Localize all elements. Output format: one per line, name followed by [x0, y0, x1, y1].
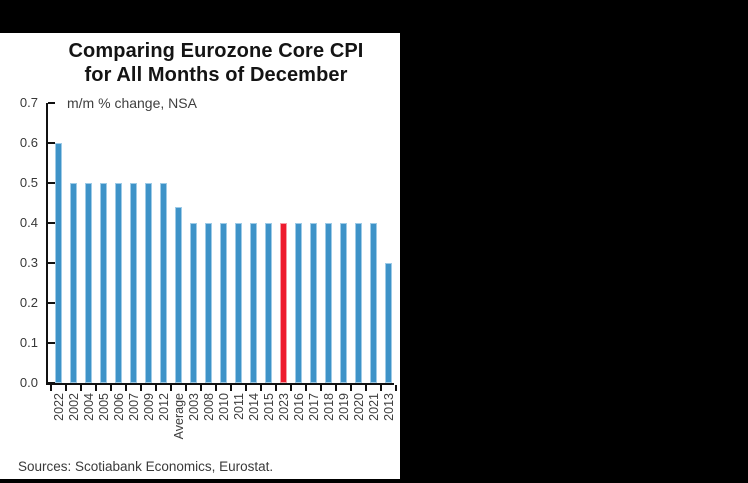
x-tick [380, 385, 382, 391]
x-tick [200, 385, 202, 391]
x-axis-label-2005: 2005 [96, 393, 111, 421]
x-axis-label-2014: 2014 [246, 393, 261, 421]
bar-2006 [115, 183, 122, 383]
x-tick [335, 385, 337, 391]
x-axis-label-2012: 2012 [156, 393, 171, 421]
y-axis-label: 0.2 [19, 295, 38, 310]
x-tick [290, 385, 292, 391]
y-axis-label: 0.1 [19, 335, 38, 350]
x-axis-label-2020: 2020 [351, 393, 366, 421]
chart-panel: Comparing Eurozone Core CPI for All Mont… [0, 33, 400, 479]
y-tick [48, 382, 55, 384]
bar-2008 [205, 223, 212, 383]
chart-title: Comparing Eurozone Core CPI for All Mont… [36, 39, 396, 87]
y-axis-label: 0.3 [19, 255, 38, 270]
bar-2002 [70, 183, 77, 383]
x-tick [65, 385, 67, 391]
y-tick [48, 262, 55, 264]
x-tick [350, 385, 352, 391]
y-tick [48, 102, 55, 104]
x-axis-label-2018: 2018 [321, 393, 336, 421]
bar-2022 [55, 143, 62, 383]
bar-2019 [340, 223, 347, 383]
x-tick [170, 385, 172, 391]
bar-2007 [130, 183, 137, 383]
x-axis-label-2021: 2021 [366, 393, 381, 421]
bar-2016 [295, 223, 302, 383]
x-axis-label-2007: 2007 [126, 393, 141, 421]
bar-2017 [310, 223, 317, 383]
bar-2021 [370, 223, 377, 383]
bar-2011 [235, 223, 242, 383]
bar-2009 [145, 183, 152, 383]
x-axis-label-2019: 2019 [336, 393, 351, 421]
x-tick [80, 385, 82, 391]
y-axis-label: 0.4 [19, 215, 38, 230]
x-tick [395, 385, 397, 391]
x-axis-label-2006: 2006 [111, 393, 126, 421]
bar-2004 [85, 183, 92, 383]
y-tick [48, 302, 55, 304]
x-tick [95, 385, 97, 391]
x-axis-label-2008: 2008 [201, 393, 216, 421]
bar-2014 [250, 223, 257, 383]
chart-title-line2: for All Months of December [84, 64, 348, 86]
x-tick [230, 385, 232, 391]
x-tick [260, 385, 262, 391]
bar-2013 [385, 263, 392, 383]
chart-title-line1: Comparing Eurozone Core CPI [68, 40, 364, 62]
x-axis-label-2004: 2004 [81, 393, 96, 421]
x-tick [50, 385, 52, 391]
bar-2023 [280, 223, 287, 383]
x-axis-label-2022: 2022 [51, 393, 66, 421]
source-note: Sources: Scotiabank Economics, Eurostat. [18, 459, 274, 474]
bar-2012 [160, 183, 167, 383]
x-tick [155, 385, 157, 391]
chart-subtitle: m/m % change, NSA [67, 95, 197, 111]
x-axis-label-2010: 2010 [216, 393, 231, 421]
x-tick [275, 385, 277, 391]
y-axis-label: 0.7 [19, 95, 38, 110]
x-tick [185, 385, 187, 391]
y-tick [48, 222, 55, 224]
bar-2010 [220, 223, 227, 383]
x-axis-label-2016: 2016 [291, 393, 306, 421]
y-axis-label: 0.0 [19, 375, 38, 390]
plot-area [46, 102, 397, 391]
y-tick [48, 182, 55, 184]
x-axis-label-average: Average [171, 393, 186, 440]
x-axis-label-2017: 2017 [306, 393, 321, 421]
bar-2018 [325, 223, 332, 383]
x-tick [365, 385, 367, 391]
x-axis-label-2002: 2002 [66, 393, 81, 421]
x-tick [215, 385, 217, 391]
bar-2015 [265, 223, 272, 383]
x-axis-label-2023: 2023 [276, 393, 291, 421]
bar-average [175, 207, 182, 383]
x-tick [125, 385, 127, 391]
x-axis-label-2015: 2015 [261, 393, 276, 421]
bar-2005 [100, 183, 107, 383]
x-axis-label-2011: 2011 [231, 393, 246, 420]
x-axis-label-2013: 2013 [381, 393, 396, 421]
x-axis-label-2003: 2003 [186, 393, 201, 421]
y-axis-label: 0.6 [19, 135, 38, 150]
y-tick [48, 142, 55, 144]
x-axis-label-2009: 2009 [141, 393, 156, 421]
x-tick [140, 385, 142, 391]
x-tick [245, 385, 247, 391]
bar-2020 [355, 223, 362, 383]
y-axis-label: 0.5 [19, 175, 38, 190]
y-tick [48, 342, 55, 344]
x-tick [305, 385, 307, 391]
bar-2003 [190, 223, 197, 383]
x-tick [320, 385, 322, 391]
x-tick [110, 385, 112, 391]
